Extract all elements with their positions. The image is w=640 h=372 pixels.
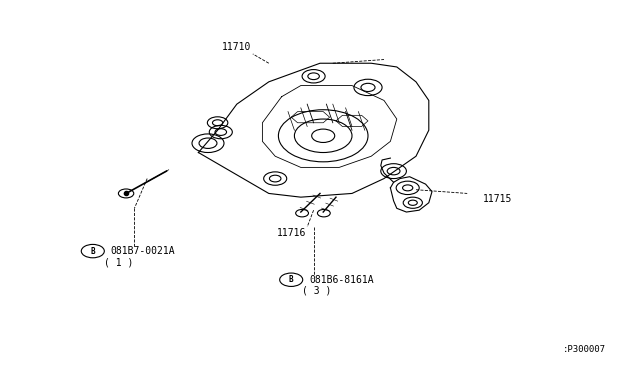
Text: 081B7-0021A: 081B7-0021A (111, 246, 175, 256)
Text: 11710: 11710 (222, 42, 252, 51)
Text: B: B (90, 247, 95, 256)
Text: 081B6-8161A: 081B6-8161A (309, 275, 374, 285)
Text: 11715: 11715 (483, 194, 513, 204)
Text: ( 3 ): ( 3 ) (302, 286, 332, 296)
Text: ( 1 ): ( 1 ) (104, 257, 133, 267)
Text: 11716: 11716 (276, 228, 306, 237)
Text: :P300007: :P300007 (563, 345, 606, 354)
Text: B: B (289, 275, 294, 284)
